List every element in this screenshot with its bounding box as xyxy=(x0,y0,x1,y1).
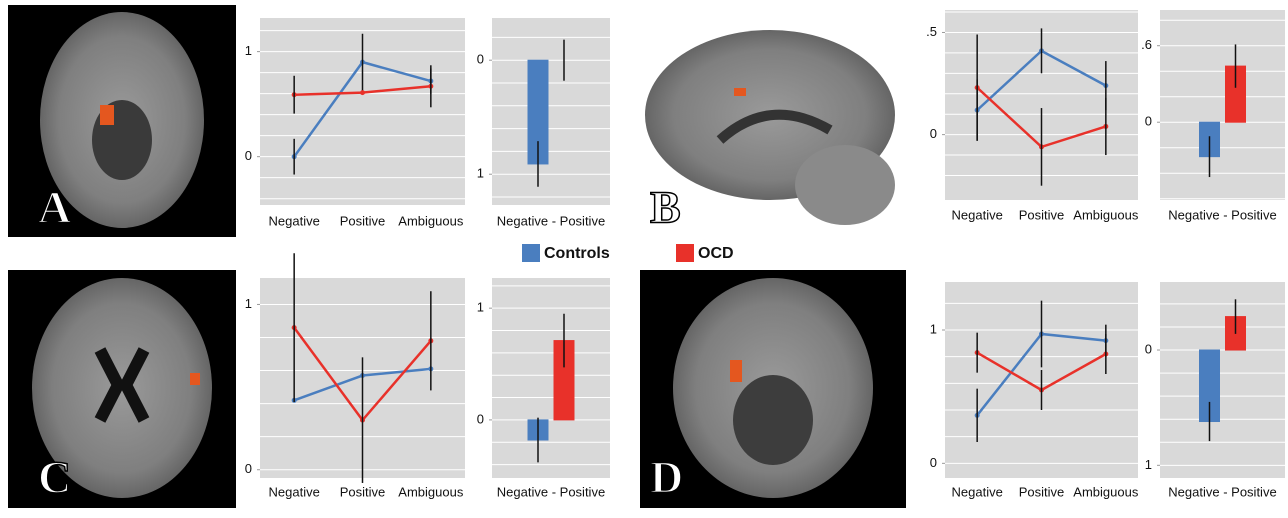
panel-letter: B xyxy=(650,182,681,233)
x-tick-label: Negative - Positive xyxy=(497,213,605,228)
figure: A B C D Controls OCD 0 1 Negative Positive A… xyxy=(0,0,1288,513)
y-tick-label: 0 xyxy=(477,411,484,426)
x-tick-label: Negative xyxy=(952,484,1003,499)
x-tick-label: Negative - Positive xyxy=(1168,484,1276,499)
y-tick-label: 0 xyxy=(930,455,937,470)
x-tick-label: Negative xyxy=(269,484,320,499)
y-tick-label: 0 xyxy=(930,126,937,141)
x-tick-label: Ambiguous xyxy=(398,484,464,499)
legend-swatch xyxy=(522,244,540,262)
y-tick-label: 1 xyxy=(245,296,252,311)
legend-label: OCD xyxy=(698,245,734,262)
plot-area xyxy=(1160,10,1285,200)
x-tick-label: Negative - Positive xyxy=(1168,207,1276,222)
legend-label: Controls xyxy=(544,245,610,262)
y-tick-label: 1 xyxy=(930,321,937,336)
y-tick-label: 0 xyxy=(245,461,252,476)
y-tick-label: 0 xyxy=(245,148,252,163)
y-tick-label: .6 xyxy=(1141,37,1152,52)
y-tick-label: 0 xyxy=(1145,114,1152,129)
x-tick-label: Negative - Positive xyxy=(497,484,605,499)
plot-area xyxy=(492,18,610,205)
x-tick-label: Negative xyxy=(952,207,1003,222)
y-tick-label: 1 xyxy=(245,43,252,58)
x-tick-label: Positive xyxy=(1019,484,1065,499)
panel-letter: A xyxy=(38,182,71,233)
point xyxy=(360,90,365,95)
y-tick-label: 0 xyxy=(477,52,484,67)
panel-letter: D xyxy=(650,452,683,503)
legend-swatch xyxy=(676,244,694,262)
x-tick-label: Positive xyxy=(1019,207,1065,222)
plot-area xyxy=(1160,282,1285,478)
x-tick-label: Negative xyxy=(269,213,320,228)
y-tick-label: 1 xyxy=(477,166,484,181)
x-tick-label: Ambiguous xyxy=(398,213,464,228)
panel-letter: C xyxy=(38,452,71,503)
x-tick-label: Ambiguous xyxy=(1073,207,1139,222)
y-tick-label: 1 xyxy=(1145,457,1152,472)
x-tick-label: Positive xyxy=(340,213,386,228)
y-tick-label: 1 xyxy=(477,300,484,315)
y-tick-label: 0 xyxy=(1145,341,1152,356)
x-tick-label: Ambiguous xyxy=(1073,484,1139,499)
y-tick-label: .5 xyxy=(926,24,937,39)
x-tick-label: Positive xyxy=(340,484,386,499)
